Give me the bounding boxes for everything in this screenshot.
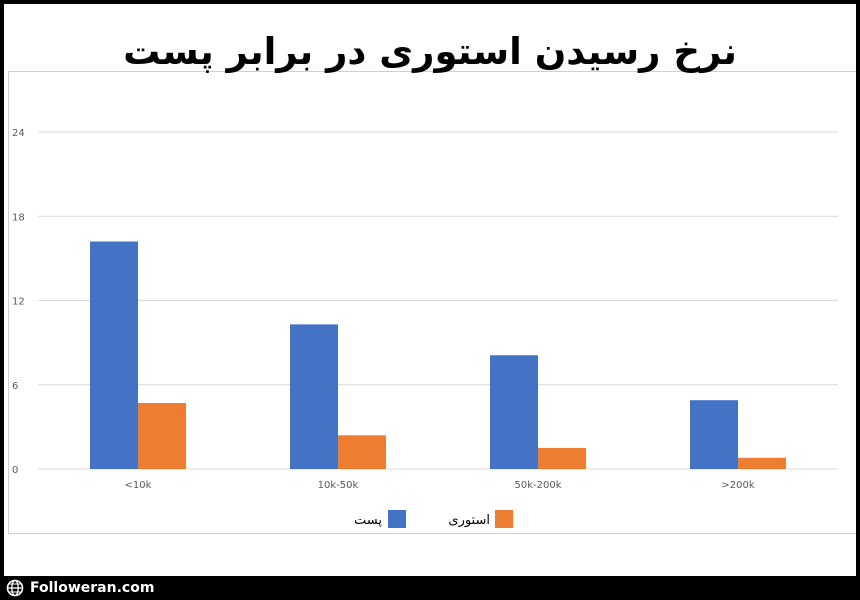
x-tick-label: >200k bbox=[721, 480, 754, 491]
globe-icon bbox=[6, 579, 24, 597]
legend-label-post: پست bbox=[354, 513, 382, 528]
y-tick-label: 6 bbox=[12, 381, 18, 392]
bar-post bbox=[490, 355, 538, 469]
y-tick-label: 12 bbox=[12, 297, 25, 308]
y-tick-label: 18 bbox=[12, 212, 25, 223]
plot-frame bbox=[8, 71, 856, 534]
bar-story bbox=[138, 403, 186, 469]
footer-brand: Followeran.com bbox=[30, 580, 155, 596]
x-tick-label: 10k-50k bbox=[318, 480, 359, 491]
chart-canvas bbox=[4, 4, 856, 576]
bar-story bbox=[538, 447, 586, 469]
bar-story bbox=[738, 457, 786, 469]
y-tick-label: 24 bbox=[12, 128, 25, 139]
x-tick-label: 50k-200k bbox=[514, 480, 561, 491]
legend-swatch-post bbox=[388, 510, 406, 528]
chart-title: نرخ رسیدن استوری در برابر پست bbox=[123, 30, 737, 73]
y-tick-label: 0 bbox=[12, 465, 18, 476]
bar-post bbox=[690, 400, 738, 469]
bar-story bbox=[338, 435, 386, 469]
x-tick-label: <10k bbox=[125, 480, 152, 491]
bar-post bbox=[290, 324, 338, 469]
legend-label-story: استوری bbox=[448, 513, 490, 528]
footer-bar: Followeran.com bbox=[0, 576, 860, 600]
bar-post bbox=[90, 241, 138, 469]
legend-swatch-story bbox=[495, 510, 513, 528]
